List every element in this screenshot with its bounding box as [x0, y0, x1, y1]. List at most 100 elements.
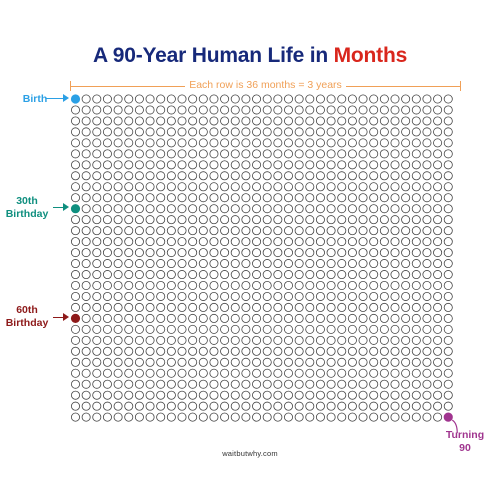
month-circle — [166, 204, 176, 214]
month-circle — [220, 390, 230, 400]
month-circle — [209, 302, 219, 312]
month-circle — [433, 280, 443, 290]
month-circle — [390, 94, 400, 104]
month-circle — [358, 215, 368, 225]
month-circle — [390, 171, 400, 181]
month-circle — [124, 291, 134, 301]
month-circle — [390, 335, 400, 345]
month-circle — [315, 379, 325, 389]
month-circle — [305, 368, 315, 378]
month-circle — [347, 302, 357, 312]
month-circle — [177, 193, 187, 203]
month-circle — [337, 193, 347, 203]
month-circle — [166, 237, 176, 247]
month-circle — [273, 401, 283, 411]
month-circle — [422, 302, 432, 312]
month-circle — [433, 226, 443, 236]
month-circle — [241, 379, 251, 389]
month-circle — [220, 182, 230, 192]
month-circle — [358, 160, 368, 170]
month-circle — [134, 302, 144, 312]
month-circle — [220, 412, 230, 422]
month-circle — [273, 160, 283, 170]
month-circle — [124, 182, 134, 192]
month-circle — [113, 379, 123, 389]
month-circle — [230, 116, 240, 126]
month-circle — [294, 379, 304, 389]
month-circle — [347, 204, 357, 214]
month-circle — [326, 390, 336, 400]
month-circle — [177, 368, 187, 378]
month-circle — [283, 237, 293, 247]
month-circle — [230, 94, 240, 104]
month-circle — [252, 149, 262, 159]
month-circle — [230, 248, 240, 258]
month-circle — [358, 193, 368, 203]
month-circle — [92, 291, 102, 301]
month-circle — [113, 94, 123, 104]
month-circle — [102, 259, 112, 269]
month-circle — [92, 105, 102, 115]
month-circle — [305, 412, 315, 422]
month-circle — [156, 237, 166, 247]
month-circle — [145, 248, 155, 258]
month-circle — [145, 368, 155, 378]
month-circle — [305, 237, 315, 247]
month-circle — [401, 94, 411, 104]
month-circle — [102, 280, 112, 290]
month-circle — [422, 193, 432, 203]
month-circle — [358, 259, 368, 269]
month-circle — [262, 379, 272, 389]
month-circle — [401, 346, 411, 356]
month-circle — [198, 368, 208, 378]
month-circle — [337, 379, 347, 389]
turning-90-label-text: Turning 90 — [445, 429, 485, 454]
month-circle — [113, 401, 123, 411]
month-circle — [401, 280, 411, 290]
month-circle — [305, 401, 315, 411]
month-circle — [347, 335, 357, 345]
month-circle — [220, 379, 230, 389]
month-circle — [145, 94, 155, 104]
month-circle — [283, 379, 293, 389]
month-circle — [134, 94, 144, 104]
month-circle — [166, 149, 176, 159]
month-circle — [326, 324, 336, 334]
month-circle — [188, 193, 198, 203]
month-circle — [262, 280, 272, 290]
month-circle — [220, 138, 230, 148]
month-circle — [433, 116, 443, 126]
month-circle — [124, 248, 134, 258]
month-circle — [422, 390, 432, 400]
month-circle — [92, 160, 102, 170]
month-circle — [305, 149, 315, 159]
month-circle — [305, 105, 315, 115]
month-circle — [92, 302, 102, 312]
month-circle — [220, 259, 230, 269]
month-circle — [401, 401, 411, 411]
month-circle — [273, 357, 283, 367]
month-circle — [422, 171, 432, 181]
month-circle — [124, 215, 134, 225]
month-circle — [113, 270, 123, 280]
month-30th-birthday — [70, 204, 81, 214]
month-circle — [369, 291, 379, 301]
month-circle — [433, 138, 443, 148]
month-circle — [379, 346, 389, 356]
month-circle — [379, 193, 389, 203]
row-note-text: Each row is 36 months = 3 years — [185, 79, 346, 91]
month-circle — [294, 270, 304, 280]
month-circle — [379, 324, 389, 334]
month-circle — [369, 138, 379, 148]
month-circle — [294, 149, 304, 159]
month-circle — [422, 182, 432, 192]
month-circle — [337, 357, 347, 367]
month-circle — [134, 346, 144, 356]
month-circle — [124, 105, 134, 115]
month-circle — [422, 138, 432, 148]
month-circle — [390, 368, 400, 378]
month-circle — [294, 127, 304, 137]
month-circle — [102, 237, 112, 247]
month-circle — [209, 127, 219, 137]
month-circle — [188, 215, 198, 225]
